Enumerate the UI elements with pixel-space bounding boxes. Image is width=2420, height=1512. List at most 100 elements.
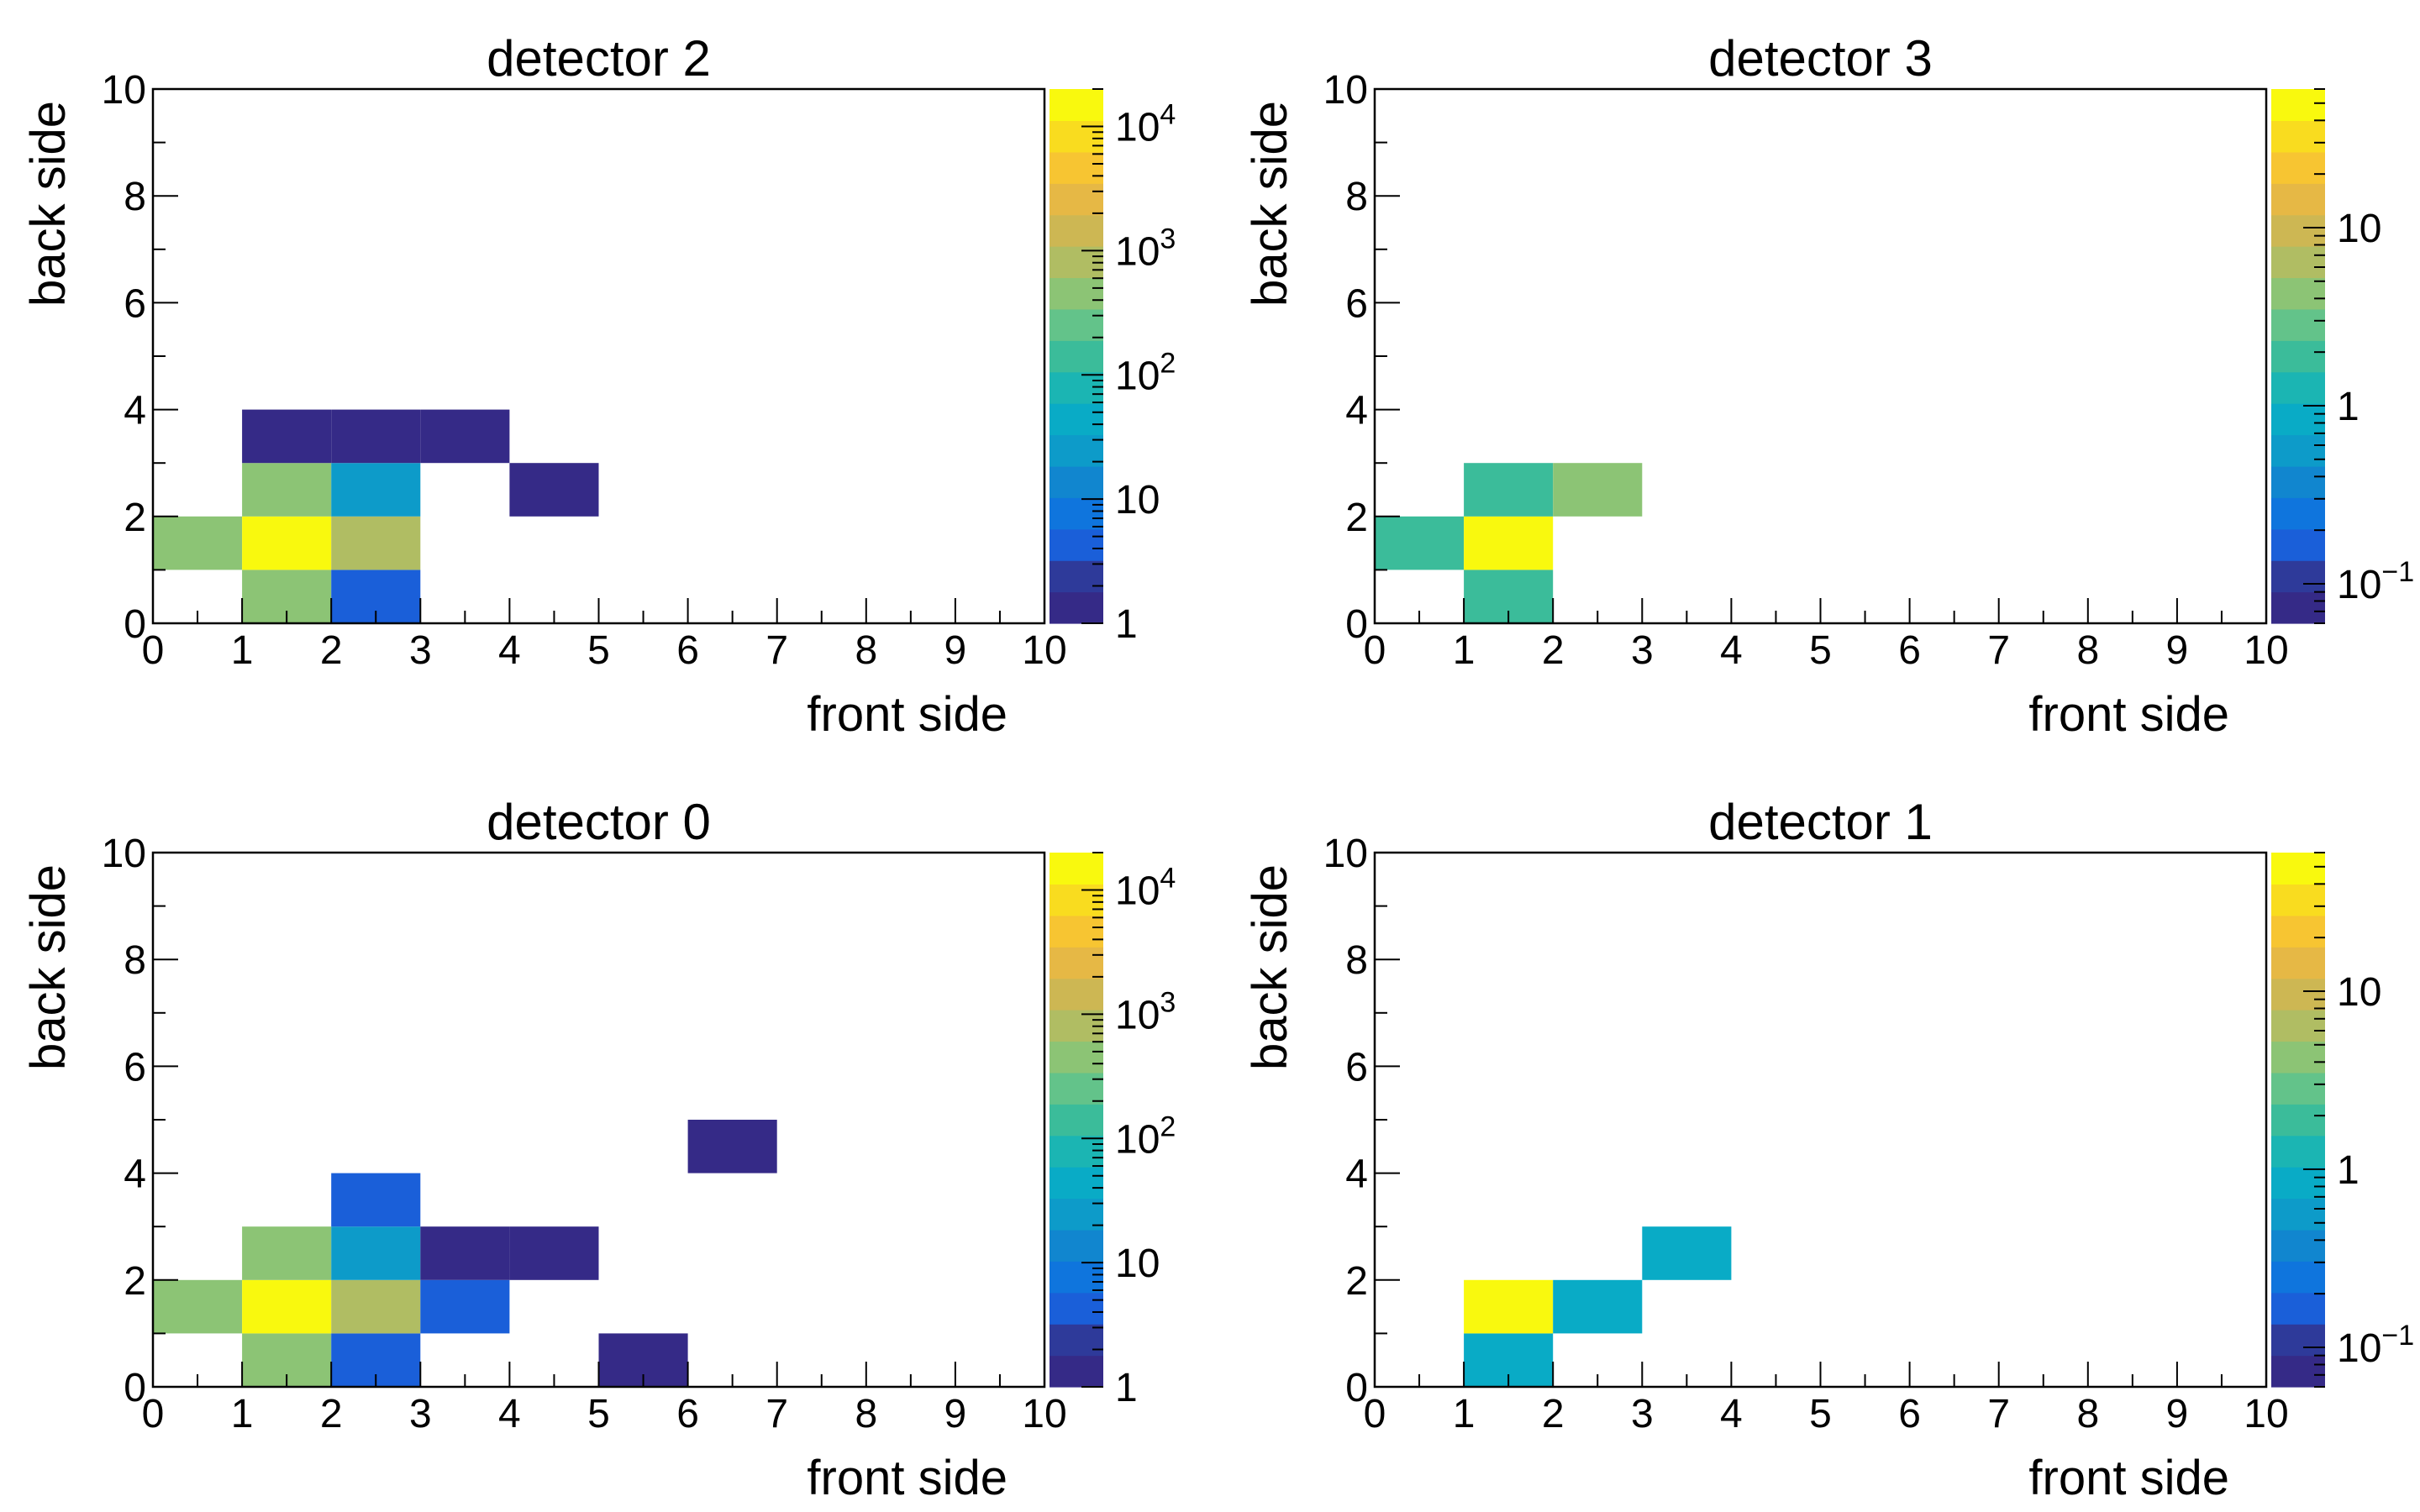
colorbar-tick-label: 103 <box>1115 986 1176 1037</box>
y-tick-label: 10 <box>102 832 146 876</box>
panel-title: detector 3 <box>1708 30 1933 87</box>
colorbar-segment <box>1050 1041 1103 1074</box>
x-tick-label: 3 <box>1631 1392 1654 1436</box>
colorbar-segment <box>2271 497 2325 530</box>
colorbar-segment <box>2271 1229 2325 1262</box>
colorbar-segment <box>1050 214 1103 247</box>
colorbar-segment <box>1050 1135 1103 1168</box>
colorbar-segment <box>2271 1135 2325 1168</box>
colorbar-segment <box>1050 120 1103 153</box>
y-tick-label: 10 <box>102 68 146 113</box>
y-tick-label: 6 <box>1345 1045 1368 1089</box>
x-tick-label: 5 <box>587 1392 610 1436</box>
colorbar-segment <box>1050 560 1103 593</box>
colorbar-tick-label: 10−1 <box>2337 556 2414 607</box>
x-tick-label: 6 <box>676 1392 699 1436</box>
colorbar-segment <box>2271 183 2325 216</box>
x-tick-label: 7 <box>765 1392 788 1436</box>
heatmap-cell <box>420 1226 510 1280</box>
x-tick-label: 0 <box>1364 628 1386 673</box>
x-tick-label: 7 <box>1987 1392 2010 1436</box>
colorbar-segment <box>1050 183 1103 216</box>
x-tick-label: 7 <box>1987 628 2010 673</box>
x-tick-label: 8 <box>855 1392 877 1436</box>
x-tick-label: 10 <box>1022 628 1066 673</box>
colorbar-tick-label: 103 <box>1115 223 1176 274</box>
colorbar-segment <box>2271 151 2325 184</box>
heatmap-cell <box>242 516 332 570</box>
heatmap-cell <box>420 409 510 464</box>
heatmap-cell <box>242 1279 332 1334</box>
colorbar-segment <box>1050 1292 1103 1325</box>
colorbar-segment <box>2271 1292 2325 1325</box>
y-tick-label: 0 <box>1345 1366 1368 1410</box>
x-tick-label: 10 <box>1022 1392 1066 1436</box>
colorbar-tick-label: 10 <box>1115 478 1160 522</box>
x-tick-label: 7 <box>765 628 788 673</box>
colorbar-segment <box>1050 591 1103 624</box>
colorbar-segment <box>2271 1041 2325 1074</box>
colorbar-tick-label: 104 <box>1115 863 1176 914</box>
colorbar-segment <box>2271 915 2325 948</box>
x-tick-label: 2 <box>320 1392 343 1436</box>
y-tick-label: 6 <box>124 1045 146 1089</box>
x-tick-label: 4 <box>498 1392 521 1436</box>
y-axis-label: back side <box>21 864 76 1070</box>
colorbar-segment <box>2271 308 2325 341</box>
y-axis-label: back side <box>1243 864 1297 1070</box>
x-tick-label: 0 <box>1364 1392 1386 1436</box>
colorbar-tick-label: 1 <box>1115 1366 1138 1410</box>
y-tick-label: 8 <box>1345 938 1368 983</box>
colorbar-segment <box>1050 947 1103 979</box>
x-tick-label: 8 <box>2076 628 2099 673</box>
colorbar-segment <box>1050 1104 1103 1137</box>
colorbar-segment <box>2271 89 2325 122</box>
colorbar-segment <box>2271 947 2325 979</box>
colorbar-tick-label: 102 <box>1115 347 1176 398</box>
heatmap-cell <box>331 463 421 517</box>
x-tick-label: 2 <box>1542 1392 1565 1436</box>
colorbar-segment <box>1050 371 1103 404</box>
y-tick-label: 4 <box>124 1152 146 1197</box>
colorbar-tick-label: 1 <box>2337 385 2360 429</box>
colorbar-tick-label: 10 <box>2337 970 2381 1015</box>
heatmap-cell <box>331 1279 421 1334</box>
colorbar-segment <box>2271 246 2325 279</box>
colorbar-segment <box>1050 1261 1103 1294</box>
x-tick-label: 1 <box>231 1392 254 1436</box>
heatmap-cell <box>1553 463 1643 517</box>
colorbar-segment <box>2271 1324 2325 1357</box>
y-tick-label: 10 <box>1323 832 1368 876</box>
heatmap-cell <box>1464 1279 1554 1334</box>
x-tick-label: 3 <box>409 1392 432 1436</box>
x-tick-label: 8 <box>855 628 877 673</box>
colorbar-segment <box>1050 528 1103 561</box>
colorbar-segment <box>1050 884 1103 916</box>
heatmap-cell <box>331 1226 421 1280</box>
colorbar-segment <box>2271 434 2325 467</box>
colorbar-segment <box>2271 120 2325 153</box>
panel-detector-0: 0 1 2 3 4 5 6 7 8 9 10 0 2 4 6 8 10 detector 0 front side b… <box>21 794 1176 1505</box>
colorbar-segment <box>2271 1198 2325 1231</box>
panel-detector-3: 0 1 2 3 4 5 6 7 8 9 10 0 2 4 6 8 10 detector 3 front side b… <box>1243 30 2414 742</box>
colorbar-segment <box>2271 528 2325 561</box>
colorbar-tick-label: 1 <box>2337 1148 2360 1193</box>
heatmap-cell <box>242 1226 332 1280</box>
colorbar-segment <box>1050 497 1103 530</box>
x-axis-label: front side <box>2028 1451 2229 1505</box>
y-tick-label: 6 <box>1345 281 1368 326</box>
colorbar-segment <box>1050 340 1103 373</box>
y-tick-label: 0 <box>124 1366 146 1410</box>
colorbar-segment <box>2271 1104 2325 1137</box>
colorbar-segment <box>1050 853 1103 885</box>
colorbar-segment <box>2271 214 2325 247</box>
y-tick-label: 8 <box>124 175 146 219</box>
heatmap-cell <box>509 463 599 517</box>
heatmap-cell <box>331 409 421 464</box>
y-tick-label: 2 <box>124 1259 146 1304</box>
colorbar-segment <box>2271 1010 2325 1042</box>
y-tick-label: 2 <box>124 496 146 540</box>
colorbar-tick-label: 10−1 <box>2337 1320 2414 1371</box>
y-tick-label: 10 <box>1323 68 1368 113</box>
colorbar-segment <box>2271 1072 2325 1105</box>
